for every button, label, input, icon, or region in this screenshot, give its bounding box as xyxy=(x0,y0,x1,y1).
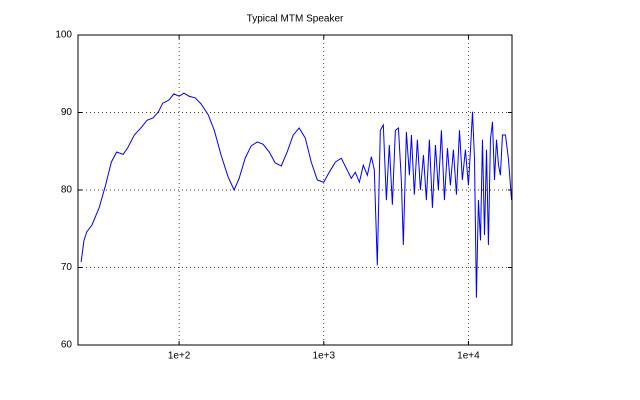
x-tick-label: 1e+4 xyxy=(457,351,480,362)
chart-title: Typical MTM Speaker xyxy=(247,14,344,25)
data-line xyxy=(80,92,513,298)
y-tick-label: 80 xyxy=(61,185,73,196)
x-tick-label: 1e+2 xyxy=(168,351,191,362)
y-tick-label: 70 xyxy=(61,262,73,273)
y-tick-label: 60 xyxy=(61,340,73,351)
y-tick-label: 100 xyxy=(55,30,72,41)
y-tick-label: 90 xyxy=(61,107,73,118)
x-tick-label: 1e+3 xyxy=(313,351,336,362)
axes-box xyxy=(77,34,513,346)
